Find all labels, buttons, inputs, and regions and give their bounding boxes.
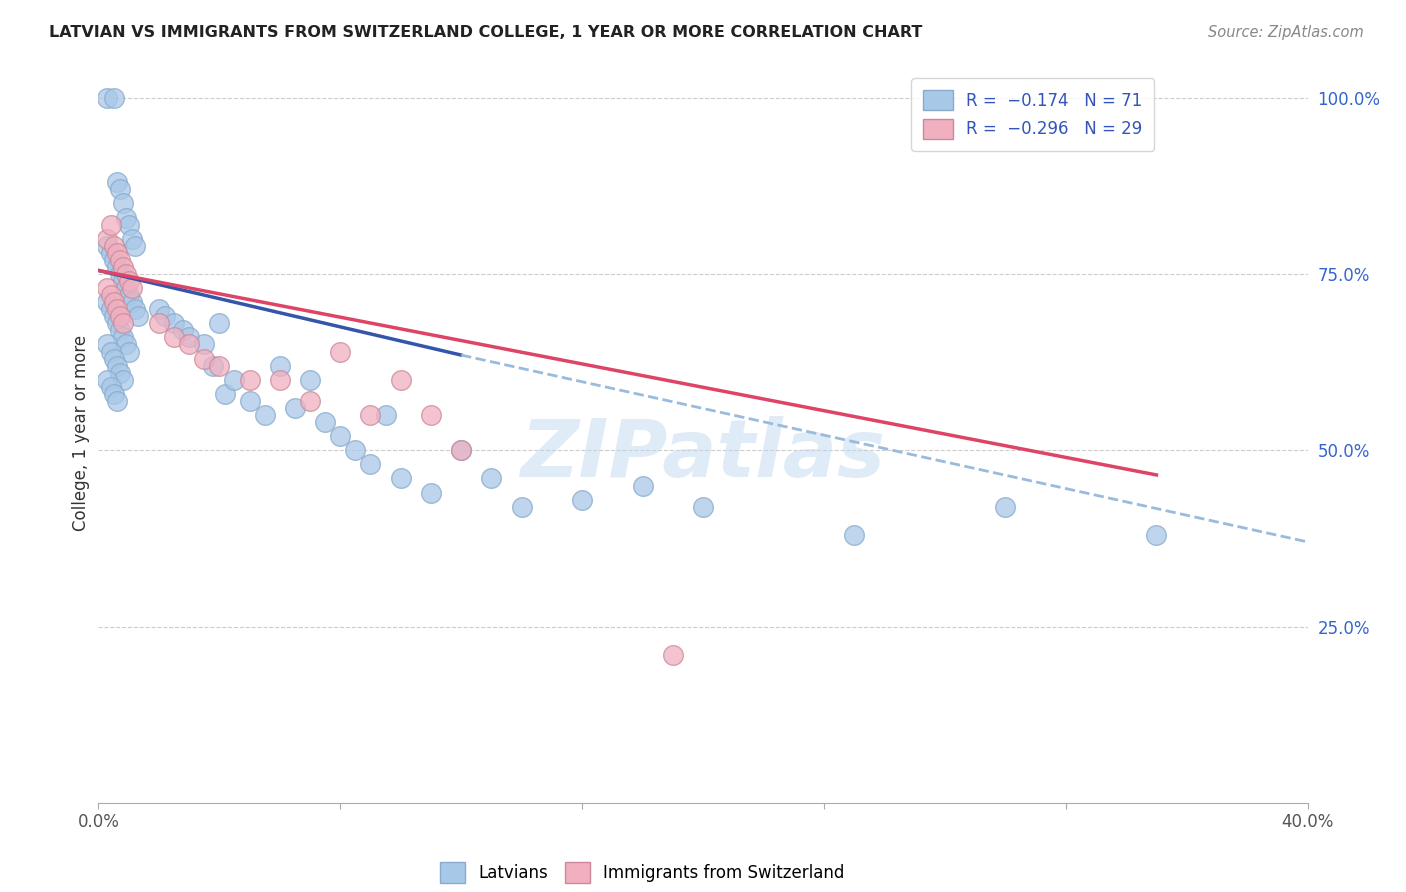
Point — [114, 211, 136, 225]
Point — [96, 373, 118, 387]
Point — [111, 196, 134, 211]
Point — [100, 344, 122, 359]
Point — [179, 337, 201, 351]
Point — [96, 281, 118, 295]
Point — [100, 288, 122, 302]
Point — [108, 182, 131, 196]
Point — [239, 393, 262, 408]
Point — [111, 316, 134, 330]
Point — [96, 337, 118, 351]
Point — [208, 316, 231, 330]
Point — [100, 380, 122, 394]
Point — [284, 401, 307, 415]
Point — [105, 245, 128, 260]
Point — [118, 274, 141, 288]
Point — [314, 415, 336, 429]
Point — [114, 281, 136, 295]
Point — [374, 408, 396, 422]
Point — [193, 351, 215, 366]
Point — [571, 492, 593, 507]
Point — [360, 408, 382, 422]
Point — [179, 330, 201, 344]
Point — [360, 458, 382, 472]
Point — [100, 245, 122, 260]
Point — [208, 359, 231, 373]
Point — [329, 429, 352, 443]
Point — [118, 288, 141, 302]
Point — [108, 323, 131, 337]
Point — [118, 218, 141, 232]
Point — [111, 274, 134, 288]
Point — [111, 330, 134, 344]
Point — [103, 239, 125, 253]
Point — [450, 443, 472, 458]
Point — [105, 302, 128, 317]
Point — [661, 648, 683, 662]
Point — [148, 302, 170, 317]
Point — [111, 373, 134, 387]
Point — [631, 478, 654, 492]
Point — [103, 91, 125, 105]
Y-axis label: College, 1 year or more: College, 1 year or more — [72, 334, 90, 531]
Point — [108, 310, 131, 324]
Point — [114, 337, 136, 351]
Point — [510, 500, 533, 514]
Point — [214, 387, 236, 401]
Point — [450, 443, 472, 458]
Point — [103, 351, 125, 366]
Point — [172, 323, 194, 337]
Point — [844, 528, 866, 542]
Point — [389, 373, 412, 387]
Point — [269, 359, 291, 373]
Point — [121, 232, 143, 246]
Point — [163, 330, 186, 344]
Point — [420, 408, 443, 422]
Point — [114, 267, 136, 281]
Point — [105, 260, 128, 274]
Point — [121, 295, 143, 310]
Point — [329, 344, 352, 359]
Point — [105, 175, 128, 189]
Point — [108, 252, 131, 267]
Point — [692, 500, 714, 514]
Point — [118, 344, 141, 359]
Point — [124, 302, 146, 317]
Point — [253, 408, 276, 422]
Point — [103, 295, 125, 310]
Point — [481, 471, 503, 485]
Point — [96, 295, 118, 310]
Point — [100, 302, 122, 317]
Point — [193, 337, 215, 351]
Point — [96, 91, 118, 105]
Point — [96, 232, 118, 246]
Point — [103, 310, 125, 324]
Point — [153, 310, 176, 324]
Text: ZIPatlas: ZIPatlas — [520, 416, 886, 494]
Point — [269, 373, 291, 387]
Point — [224, 373, 246, 387]
Point — [202, 359, 225, 373]
Point — [124, 239, 146, 253]
Point — [420, 485, 443, 500]
Point — [121, 281, 143, 295]
Point — [163, 316, 186, 330]
Point — [103, 252, 125, 267]
Point — [994, 500, 1017, 514]
Point — [299, 393, 322, 408]
Point — [105, 393, 128, 408]
Point — [96, 239, 118, 253]
Point — [299, 373, 322, 387]
Point — [108, 366, 131, 380]
Point — [344, 443, 367, 458]
Point — [1144, 528, 1167, 542]
Point — [239, 373, 262, 387]
Point — [105, 359, 128, 373]
Point — [103, 387, 125, 401]
Text: Source: ZipAtlas.com: Source: ZipAtlas.com — [1208, 25, 1364, 40]
Point — [389, 471, 412, 485]
Point — [111, 260, 134, 274]
Point — [108, 267, 131, 281]
Point — [148, 316, 170, 330]
Text: LATVIAN VS IMMIGRANTS FROM SWITZERLAND COLLEGE, 1 YEAR OR MORE CORRELATION CHART: LATVIAN VS IMMIGRANTS FROM SWITZERLAND C… — [49, 25, 922, 40]
